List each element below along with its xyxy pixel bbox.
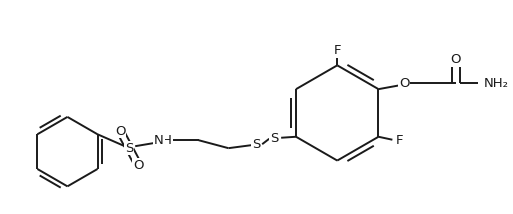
- Text: O: O: [450, 53, 461, 66]
- Text: NH₂: NH₂: [484, 77, 508, 90]
- Text: N: N: [154, 134, 164, 147]
- Text: H: H: [162, 134, 172, 147]
- Text: O: O: [399, 77, 409, 90]
- Text: F: F: [396, 134, 403, 147]
- Text: O: O: [115, 125, 126, 138]
- Text: F: F: [333, 44, 341, 57]
- Text: O: O: [133, 159, 144, 172]
- Text: S: S: [270, 132, 279, 145]
- Text: S: S: [252, 138, 261, 151]
- Text: S: S: [125, 142, 133, 155]
